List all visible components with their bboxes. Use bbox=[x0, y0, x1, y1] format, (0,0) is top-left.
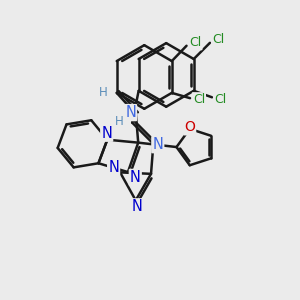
Text: N: N bbox=[130, 170, 141, 185]
Text: N: N bbox=[101, 126, 112, 141]
Text: N: N bbox=[152, 137, 163, 152]
Text: N: N bbox=[108, 160, 119, 175]
Text: Cl: Cl bbox=[214, 93, 226, 106]
Text: N: N bbox=[132, 199, 142, 214]
Text: Cl: Cl bbox=[212, 33, 224, 46]
Text: N: N bbox=[125, 105, 136, 120]
Text: O: O bbox=[184, 120, 195, 134]
Text: H: H bbox=[99, 86, 108, 99]
Text: H: H bbox=[115, 115, 123, 128]
Text: Cl: Cl bbox=[193, 93, 205, 106]
Text: Cl: Cl bbox=[189, 36, 202, 49]
